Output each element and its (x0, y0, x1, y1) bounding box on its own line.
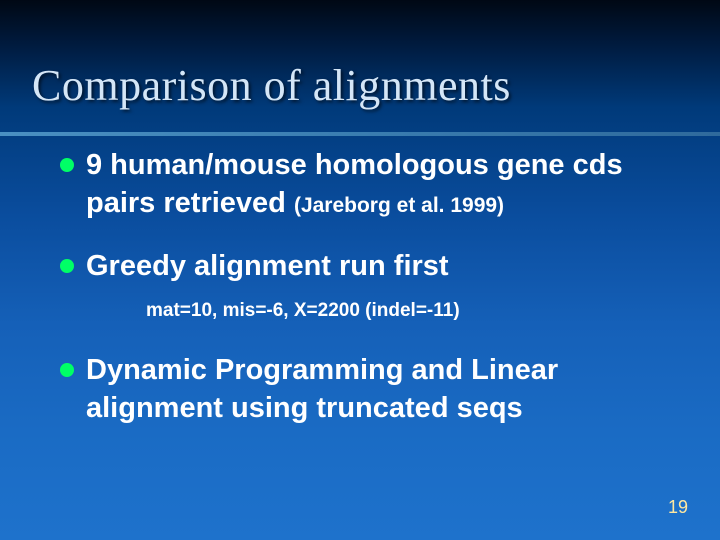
bullet-text: Greedy alignment run first (86, 248, 449, 286)
bullet-subtext: mat=10, mis=-6, X=2200 (indel=-11) (146, 300, 672, 322)
title-area: Comparison of alignments (0, 0, 720, 111)
content-area: 9 human/mouse homologous gene cds pairs … (0, 111, 720, 427)
bullet-dot-icon (60, 158, 74, 172)
bullet-item: 9 human/mouse homologous gene cds pairs … (60, 147, 672, 222)
bullet-citation: (Jareborg et al. 1999) (294, 194, 504, 217)
page-number: 19 (668, 497, 688, 518)
bullet-dot-icon (60, 259, 74, 273)
slide-title: Comparison of alignments (32, 60, 720, 111)
bullet-text: Dynamic Programming and Linear alignment… (86, 352, 672, 427)
bullet-dot-icon (60, 363, 74, 377)
bullet-text: 9 human/mouse homologous gene cds pairs … (86, 147, 672, 222)
title-underline (0, 132, 720, 136)
bullet-item: Greedy alignment run first (60, 248, 672, 286)
bullet-main: Greedy alignment run first (86, 250, 449, 282)
bullet-main: Dynamic Programming and Linear alignment… (86, 354, 558, 424)
bullet-item: Dynamic Programming and Linear alignment… (60, 352, 672, 427)
